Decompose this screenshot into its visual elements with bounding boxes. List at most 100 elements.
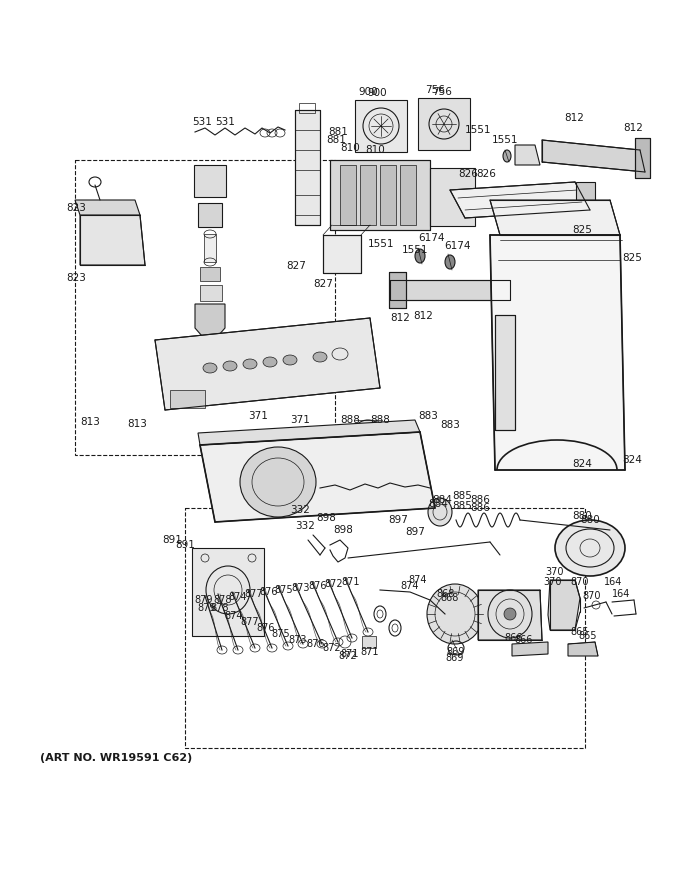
- Text: 897: 897: [405, 527, 425, 537]
- Bar: [430, 168, 475, 226]
- Text: 897: 897: [388, 515, 408, 525]
- Bar: [362, 636, 376, 648]
- Text: 1551: 1551: [492, 135, 518, 145]
- Text: 812: 812: [623, 123, 643, 133]
- Ellipse shape: [428, 498, 452, 526]
- Text: 900: 900: [367, 88, 387, 98]
- Ellipse shape: [203, 363, 217, 373]
- Text: 756: 756: [432, 87, 452, 97]
- Ellipse shape: [445, 255, 455, 269]
- Text: 827: 827: [313, 279, 333, 289]
- Polygon shape: [495, 315, 515, 430]
- Text: 875: 875: [271, 629, 290, 639]
- Polygon shape: [200, 432, 435, 522]
- Bar: [299, 103, 315, 113]
- Text: 881: 881: [328, 127, 348, 137]
- Polygon shape: [635, 138, 650, 178]
- Text: 370: 370: [545, 567, 564, 577]
- Text: 827: 827: [286, 261, 306, 271]
- Text: 879: 879: [197, 603, 216, 613]
- Ellipse shape: [504, 608, 516, 620]
- Bar: [194, 165, 226, 197]
- Bar: [198, 203, 222, 227]
- Text: 880: 880: [572, 511, 592, 521]
- Text: 883: 883: [418, 411, 438, 421]
- Text: 371: 371: [248, 411, 268, 421]
- Text: 810: 810: [365, 145, 385, 155]
- Text: 874: 874: [224, 611, 243, 621]
- Bar: [355, 100, 407, 152]
- Polygon shape: [195, 304, 225, 336]
- Bar: [200, 285, 222, 301]
- Text: 872: 872: [324, 579, 343, 589]
- Text: 865: 865: [578, 631, 596, 641]
- Ellipse shape: [415, 249, 425, 263]
- Bar: [204, 234, 216, 262]
- Text: 164: 164: [604, 577, 622, 587]
- Ellipse shape: [354, 420, 382, 444]
- Text: 883: 883: [440, 420, 460, 430]
- Text: 876: 876: [259, 587, 277, 597]
- Text: 869: 869: [446, 647, 464, 657]
- Text: 876: 876: [306, 639, 324, 649]
- Text: 877: 877: [240, 617, 258, 627]
- Text: 872: 872: [338, 651, 356, 661]
- Text: 888: 888: [340, 415, 360, 425]
- Text: 891: 891: [162, 535, 182, 545]
- Text: 868: 868: [440, 593, 458, 603]
- Text: 370: 370: [543, 577, 562, 587]
- Ellipse shape: [243, 359, 257, 369]
- Polygon shape: [542, 140, 645, 172]
- Ellipse shape: [223, 361, 237, 371]
- Text: 1551: 1551: [368, 239, 394, 249]
- Bar: [400, 165, 416, 225]
- Text: 891: 891: [175, 540, 195, 550]
- Text: 871: 871: [341, 577, 360, 587]
- Bar: [340, 165, 356, 225]
- Text: 164: 164: [612, 589, 630, 599]
- Polygon shape: [568, 642, 598, 656]
- Text: 888: 888: [370, 415, 390, 425]
- Text: 6174: 6174: [418, 233, 445, 243]
- Text: 870: 870: [570, 577, 588, 587]
- Ellipse shape: [263, 357, 277, 367]
- Polygon shape: [330, 160, 430, 230]
- Text: (ART NO. WR19591 C62): (ART NO. WR19591 C62): [40, 753, 192, 763]
- Text: 824: 824: [572, 459, 592, 469]
- Text: 823: 823: [66, 203, 86, 213]
- Polygon shape: [515, 145, 540, 165]
- Bar: [200, 267, 220, 281]
- Text: 886: 886: [470, 503, 490, 513]
- Text: 824: 824: [622, 455, 642, 465]
- Text: 885: 885: [452, 491, 472, 501]
- Text: 812: 812: [564, 113, 584, 123]
- Text: 871: 871: [340, 649, 358, 659]
- Text: 881: 881: [326, 135, 346, 145]
- Ellipse shape: [313, 352, 327, 362]
- Text: 869: 869: [445, 653, 463, 663]
- Text: 826: 826: [458, 169, 478, 179]
- Polygon shape: [155, 318, 380, 410]
- Bar: [380, 165, 396, 225]
- Text: 813: 813: [127, 419, 147, 429]
- Bar: [75, 160, 335, 455]
- Text: 871: 871: [360, 647, 379, 657]
- Ellipse shape: [240, 447, 316, 517]
- Polygon shape: [450, 182, 590, 218]
- Polygon shape: [576, 182, 595, 225]
- Polygon shape: [512, 642, 548, 656]
- Text: 876: 876: [308, 581, 326, 591]
- Text: 812: 812: [390, 313, 410, 323]
- Text: 332: 332: [295, 521, 315, 531]
- Polygon shape: [198, 420, 420, 445]
- Text: 531: 531: [215, 117, 235, 127]
- Text: 756: 756: [425, 85, 445, 95]
- Polygon shape: [80, 215, 145, 265]
- Text: 868: 868: [436, 589, 454, 599]
- Text: 879: 879: [194, 595, 212, 605]
- Text: 813: 813: [80, 417, 100, 427]
- Text: 877: 877: [244, 589, 262, 599]
- Text: 826: 826: [476, 169, 496, 179]
- Text: 880: 880: [580, 515, 600, 525]
- Text: 332: 332: [290, 505, 310, 515]
